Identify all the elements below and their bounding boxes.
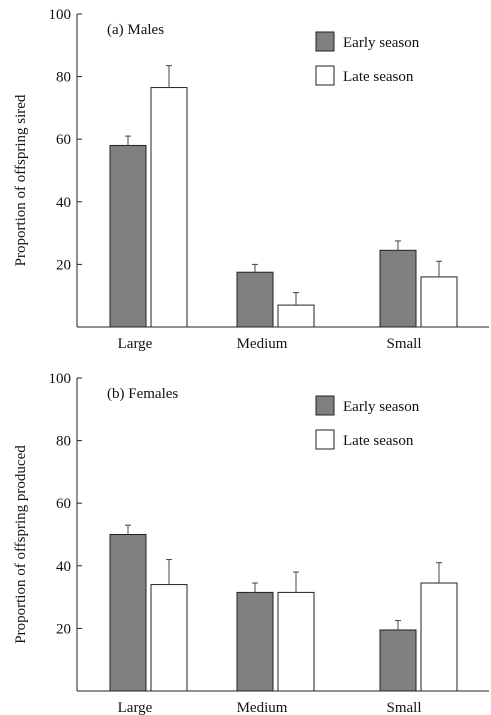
legend-label: Early season bbox=[343, 35, 420, 51]
y-tick-label: 20 bbox=[56, 621, 71, 637]
panel-title: (b) Females bbox=[107, 386, 178, 402]
legend-label: Late season bbox=[343, 433, 414, 449]
bar-early-season bbox=[109, 144, 147, 328]
y-tick-label: 80 bbox=[56, 70, 71, 86]
y-tick-label: 100 bbox=[49, 371, 72, 387]
legend-label: Early season bbox=[343, 399, 420, 415]
bar-late-season bbox=[420, 582, 458, 692]
y-tick-label: 20 bbox=[56, 257, 71, 273]
bar-late-season bbox=[420, 276, 458, 328]
x-tick-label: Large bbox=[118, 336, 153, 352]
y-axis-label: Proportion of offspring sired bbox=[13, 94, 29, 266]
y-tick-label: 100 bbox=[49, 7, 72, 23]
bar-late-season bbox=[277, 591, 315, 692]
panel-title: (a) Males bbox=[107, 22, 164, 38]
bar-early-season bbox=[109, 534, 147, 692]
bar-late-season bbox=[150, 584, 188, 692]
bar-early-season bbox=[379, 629, 417, 692]
x-tick-label: Medium bbox=[237, 700, 288, 715]
x-tick-label: Small bbox=[386, 336, 421, 352]
y-tick-label: 40 bbox=[56, 195, 71, 211]
chart-panel-a: 20 40 60 80 100 Proportion of offspring sired… bbox=[13, 7, 489, 352]
legend-label: Late season bbox=[343, 69, 414, 85]
x-tick-label: Small bbox=[386, 700, 421, 715]
legend-swatch bbox=[315, 31, 335, 52]
bar-early-season bbox=[236, 271, 274, 328]
y-tick-label: 60 bbox=[56, 132, 71, 148]
x-tick-label: Medium bbox=[237, 336, 288, 352]
legend-swatch bbox=[315, 395, 335, 416]
legend-swatch bbox=[315, 429, 335, 450]
y-tick-label: 40 bbox=[56, 559, 71, 575]
legend-swatch bbox=[315, 65, 335, 86]
bar-early-season bbox=[379, 249, 417, 328]
y-tick-label: 60 bbox=[56, 496, 71, 512]
y-tick-label: 80 bbox=[56, 434, 71, 450]
x-tick-label: Large bbox=[118, 700, 153, 715]
chart-panel-b: 20 40 60 80 100 Proportion of offspring produ… bbox=[13, 371, 489, 715]
y-axis-label: Proportion of offspring produced bbox=[13, 445, 29, 644]
bar-late-season bbox=[277, 304, 315, 328]
bar-late-season bbox=[150, 87, 188, 328]
bar-early-season bbox=[236, 591, 274, 692]
